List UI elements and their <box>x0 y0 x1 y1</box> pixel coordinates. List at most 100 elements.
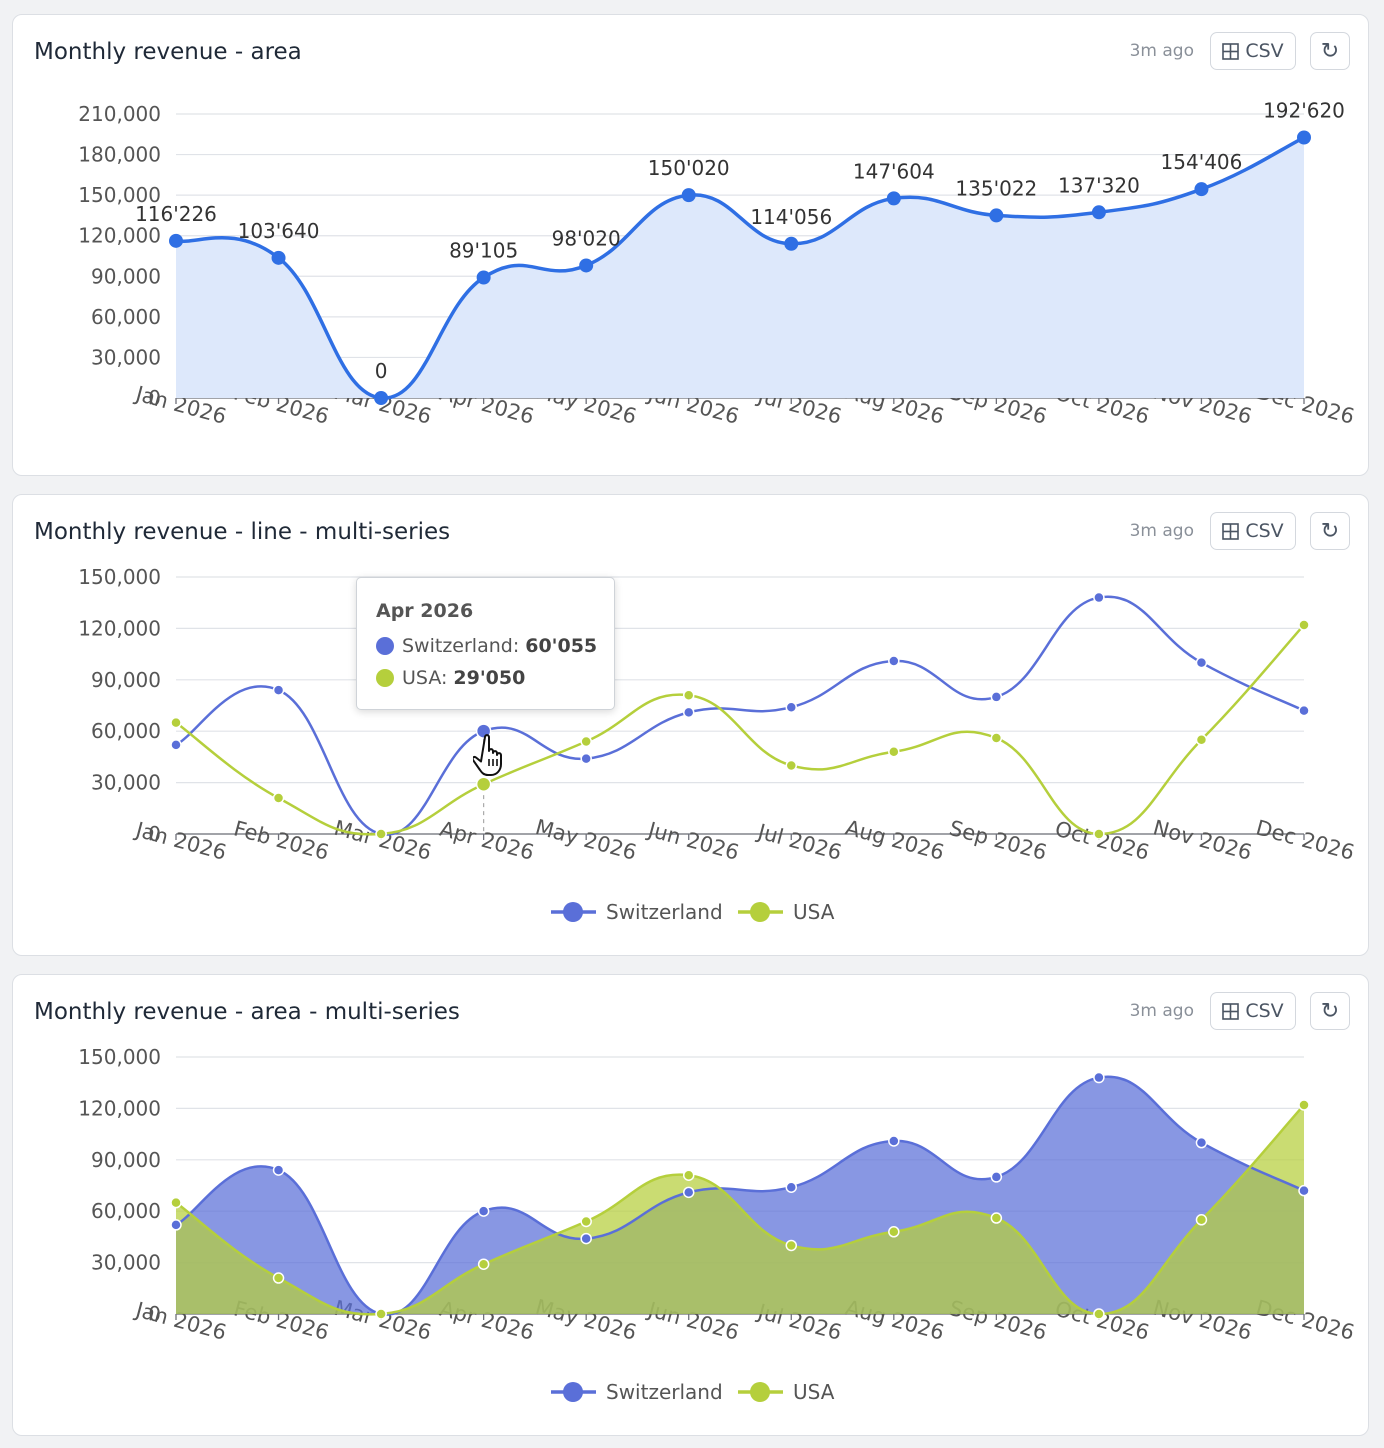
x-tick-label: Apr 2026 <box>437 817 536 865</box>
data-point <box>990 1212 1003 1224</box>
y-tick-label: 90,000 <box>91 264 161 288</box>
data-point <box>1298 1099 1310 1111</box>
refresh-icon: ↻ <box>1320 518 1340 544</box>
x-tick-label: Dec 2026 <box>1253 816 1357 865</box>
data-point <box>1195 734 1208 746</box>
updated-label: 3m ago <box>1129 1001 1194 1021</box>
data-point <box>170 716 182 729</box>
legend-label: USA <box>793 1380 835 1404</box>
card-title: Monthly revenue - line - multi-series <box>34 519 451 545</box>
tooltip-value: 29'050 <box>453 667 526 689</box>
table-grid-icon <box>1222 1002 1240 1020</box>
data-label: 98'020 <box>552 226 621 250</box>
refresh-button[interactable]: ↻ <box>1310 32 1350 70</box>
data-point <box>477 1205 490 1217</box>
refresh-button[interactable]: ↻ <box>1310 992 1350 1030</box>
tooltip-label: USA: <box>402 667 448 689</box>
data-point <box>785 1239 798 1252</box>
series-line-switzerland <box>175 595 1305 836</box>
y-tick-label: 150,000 <box>78 183 161 207</box>
data-point <box>375 828 387 840</box>
data-point <box>1093 591 1105 604</box>
data-point <box>1093 1308 1105 1320</box>
csv-button[interactable]: CSV <box>1210 992 1296 1030</box>
y-tick-label: 60,000 <box>91 305 161 329</box>
x-tick-label: Nov 2026 <box>1150 815 1254 864</box>
y-tick-label: 60,000 <box>91 1199 161 1223</box>
y-tick-label: 150,000 <box>78 1045 161 1069</box>
data-point <box>475 776 492 792</box>
legend-item-usa: USA <box>738 900 835 924</box>
series-area-revenue <box>176 137 1304 399</box>
csv-label: CSV <box>1245 1000 1284 1022</box>
data-point <box>579 258 594 273</box>
chart-card-line-multi: Monthly revenue - line - multi-series 3m… <box>12 494 1369 956</box>
data-point <box>580 1215 592 1228</box>
legend-marker <box>750 902 770 922</box>
x-tick-label: Jun 2026 <box>644 817 742 865</box>
x-tick-label: Sep 2026 <box>947 816 1050 865</box>
data-point <box>1093 828 1105 840</box>
data-point <box>784 236 799 251</box>
data-point <box>1195 1136 1208 1149</box>
y-tick-label: 30,000 <box>91 345 161 369</box>
data-label: 135'022 <box>955 176 1037 200</box>
data-point <box>1298 1184 1310 1197</box>
series-dot-icon <box>376 637 394 655</box>
y-tick-label: 0 <box>148 1302 161 1326</box>
data-point <box>272 792 285 804</box>
data-point <box>785 701 798 713</box>
chart-tooltip: Apr 2026 Switzerland: 60'055 USA: 29'050 <box>356 577 615 710</box>
data-point <box>990 691 1003 703</box>
data-point <box>681 188 696 203</box>
data-point <box>374 391 389 405</box>
data-point <box>989 208 1004 223</box>
refresh-button[interactable]: ↻ <box>1310 512 1350 550</box>
series-dot-icon <box>376 669 394 687</box>
line-chart: 0 30,000 60,000 90,000 120,000 150,000 Jan 202… <box>78 565 1357 924</box>
data-point <box>169 233 183 248</box>
y-tick-label: 90,000 <box>91 668 161 692</box>
tooltip-label: Switzerland: <box>402 635 520 657</box>
tooltip-value: 60'055 <box>525 635 598 657</box>
data-point <box>886 191 901 206</box>
updated-label: 3m ago <box>1129 41 1194 61</box>
x-tick-label: Jul 2026 <box>753 819 844 865</box>
legend-marker <box>563 1382 583 1402</box>
data-point <box>272 1272 285 1284</box>
data-point <box>272 1164 285 1176</box>
x-tick-label: Feb 2026 <box>231 816 331 864</box>
csv-button[interactable]: CSV <box>1210 32 1296 70</box>
data-point <box>1297 130 1311 145</box>
legend-label: Switzerland <box>606 1380 723 1404</box>
data-label: 103'640 <box>238 219 320 243</box>
data-point <box>170 1219 182 1231</box>
data-point <box>1093 1071 1105 1084</box>
data-point <box>477 1258 490 1270</box>
data-point <box>1194 182 1209 197</box>
y-tick-label: 150,000 <box>78 565 161 589</box>
data-label: 150'020 <box>648 156 730 180</box>
chart-card-area-multi: Monthly revenue - area - multi-series 3m… <box>12 974 1369 1436</box>
data-point <box>682 1169 695 1181</box>
y-tick-label: 0 <box>148 386 161 410</box>
legend-marker <box>563 902 583 922</box>
data-point <box>271 250 286 265</box>
data-point <box>682 689 695 701</box>
x-tick-label: May 2026 <box>533 815 639 865</box>
legend-label: Switzerland <box>606 900 723 924</box>
card-actions: 3m ago CSV ↻ <box>1130 32 1350 70</box>
data-point <box>785 1181 798 1193</box>
tooltip-row-usa: USA: 29'050 <box>376 662 614 694</box>
data-label: 147'604 <box>853 159 935 183</box>
y-tick-label: 120,000 <box>78 1096 161 1120</box>
area-chart: 0 30,000 60,000 90,000 120,000 150,000 180,000… <box>78 99 1357 429</box>
tooltip-row-switzerland: Switzerland: 60'055 <box>376 630 614 662</box>
csv-button[interactable]: CSV <box>1210 512 1296 550</box>
refresh-icon: ↻ <box>1320 38 1340 64</box>
data-point <box>580 735 592 748</box>
legend-item-switzerland: Switzerland <box>551 1380 723 1404</box>
data-label: 114'056 <box>750 205 832 229</box>
data-point <box>375 1308 387 1320</box>
series-area-usa <box>176 1104 1304 1315</box>
